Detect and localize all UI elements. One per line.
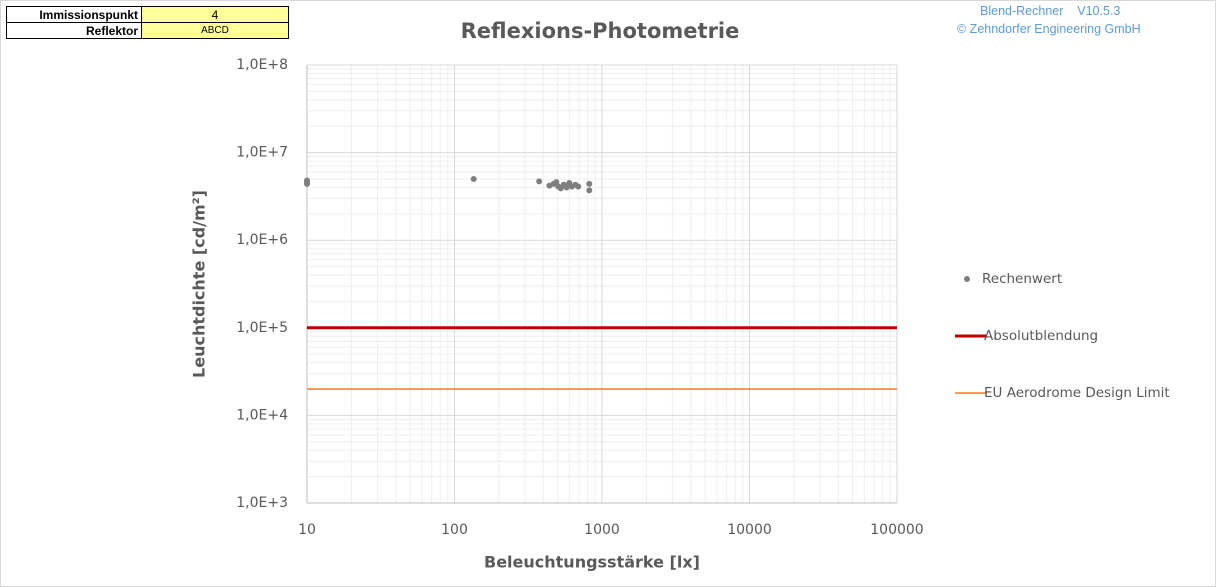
y-axis-label: Leuchtdichte [cd/m²] xyxy=(190,190,209,378)
chart-title: Reflexions-Photometrie xyxy=(461,19,740,43)
table-row: Reflektor ABCD xyxy=(6,22,289,39)
cell: Reflektor xyxy=(6,22,142,39)
legend-label: EU Aerodrome Design Limit xyxy=(984,385,1170,401)
data-point xyxy=(563,184,570,191)
x-tick-label: 10000 xyxy=(727,522,772,538)
x-tick-label: 10 xyxy=(298,522,316,538)
data-point xyxy=(575,183,582,190)
data-point xyxy=(304,180,310,187)
y-tick-label: 1,0E+3 xyxy=(236,495,288,511)
table-row: Immissionspunkt 4 xyxy=(6,6,289,23)
x-tick-label: 100000 xyxy=(870,522,923,538)
y-tick-label: 1,0E+8 xyxy=(236,57,288,73)
cell: 4 xyxy=(141,6,289,23)
app-version: Blend-Rechner V10.5.3 xyxy=(980,4,1121,18)
y-tick-label: 1,0E+7 xyxy=(236,145,288,161)
copyright: © Zehndorfer Engineering GmbH xyxy=(957,22,1141,36)
data-point xyxy=(536,178,543,185)
cell: ABCD xyxy=(141,22,289,39)
y-tick-label: 1,0E+5 xyxy=(236,320,288,336)
legend-marker xyxy=(964,276,970,282)
x-tick-label: 1000 xyxy=(584,522,620,538)
x-tick-label: 100 xyxy=(441,522,468,538)
data-point xyxy=(586,180,593,187)
legend-label: Absolutblendung xyxy=(984,328,1098,344)
data-point xyxy=(586,187,593,194)
data-point xyxy=(470,175,477,182)
legend-label: Rechenwert xyxy=(982,271,1062,287)
cell: Immissionspunkt xyxy=(6,6,142,23)
x-axis-label: Beleuchtungsstärke [lx] xyxy=(484,553,700,572)
y-tick-label: 1,0E+4 xyxy=(236,407,288,423)
info-table: Immissionspunkt 4 Reflektor ABCD xyxy=(6,6,289,39)
y-tick-label: 1,0E+6 xyxy=(236,232,288,248)
